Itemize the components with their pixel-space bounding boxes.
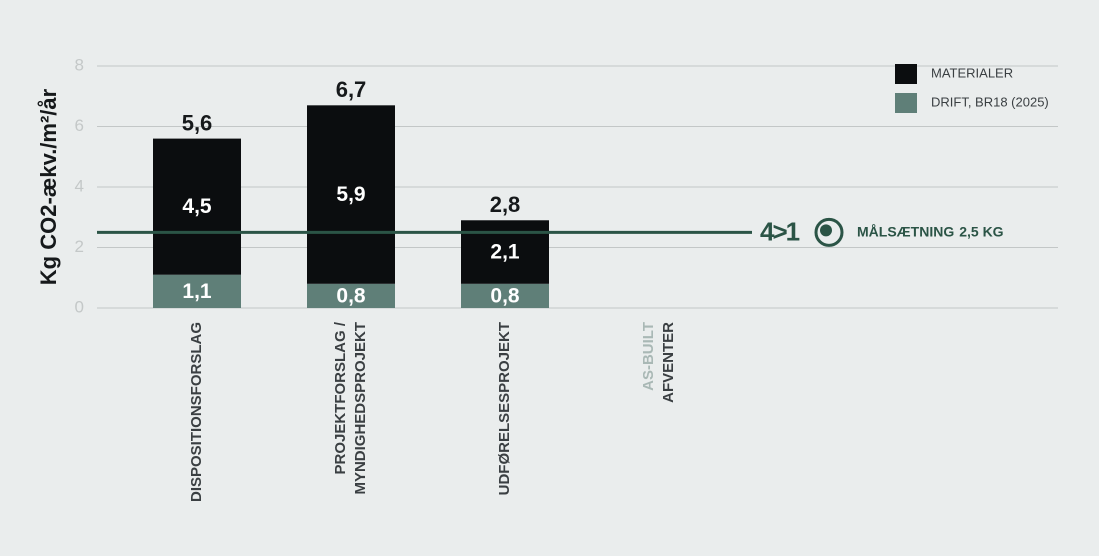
target-globe [814,217,844,247]
x-tick-label: MYNDIGHEDSPROJEKT [352,322,369,495]
value-label: 5,9 [336,183,365,206]
y-tick-label: 8 [75,55,84,74]
target-value-label: 2,5 KG [959,223,1003,239]
bar-segment [153,274,241,308]
x-tick-label: AS-BUILT [640,322,657,391]
legend-swatch [895,93,917,113]
y-tick-label: 6 [75,116,84,135]
target-label: MÅLSÆTNING 2,5 KG [857,223,1004,239]
value-label: 0,8 [490,284,520,307]
value-label: 2,1 [490,241,520,264]
x-tick-label: PROJEKTFORSLAG / [332,321,349,474]
y-tick-label: 4 [75,176,84,195]
total-label: 5,6 [182,110,213,135]
legend-label: MATERIALER [931,65,1013,80]
legend-label: DRIFT, BR18 (2025) [931,94,1049,109]
value-label: 0,8 [336,284,366,307]
value-label: 1,1 [182,280,212,303]
bar-segment [153,138,241,275]
x-tick-label: AFVENTER [660,322,677,403]
bar-segment [307,283,395,308]
target-globe-land [820,224,832,237]
x-tick-label: DISPOSITIONSFORSLAG [188,322,205,502]
bar-segment [307,105,395,284]
total-label: 6,7 [336,77,367,102]
bar-segment [461,283,549,308]
bar-segment [461,220,549,284]
total-label: 2,8 [490,192,521,217]
y-axis-label: Kg CO2-ækv./m²/år [36,88,61,285]
legend-swatch [895,64,917,84]
x-tick-label: UDFØRELSESPROJEKT [496,322,513,495]
target-label-text: MÅLSÆTNING [857,223,954,239]
target-logo: 4>1 [760,216,800,246]
y-tick-label: 0 [75,297,84,316]
value-label: 4,5 [182,195,212,218]
y-tick-label: 2 [75,237,84,256]
